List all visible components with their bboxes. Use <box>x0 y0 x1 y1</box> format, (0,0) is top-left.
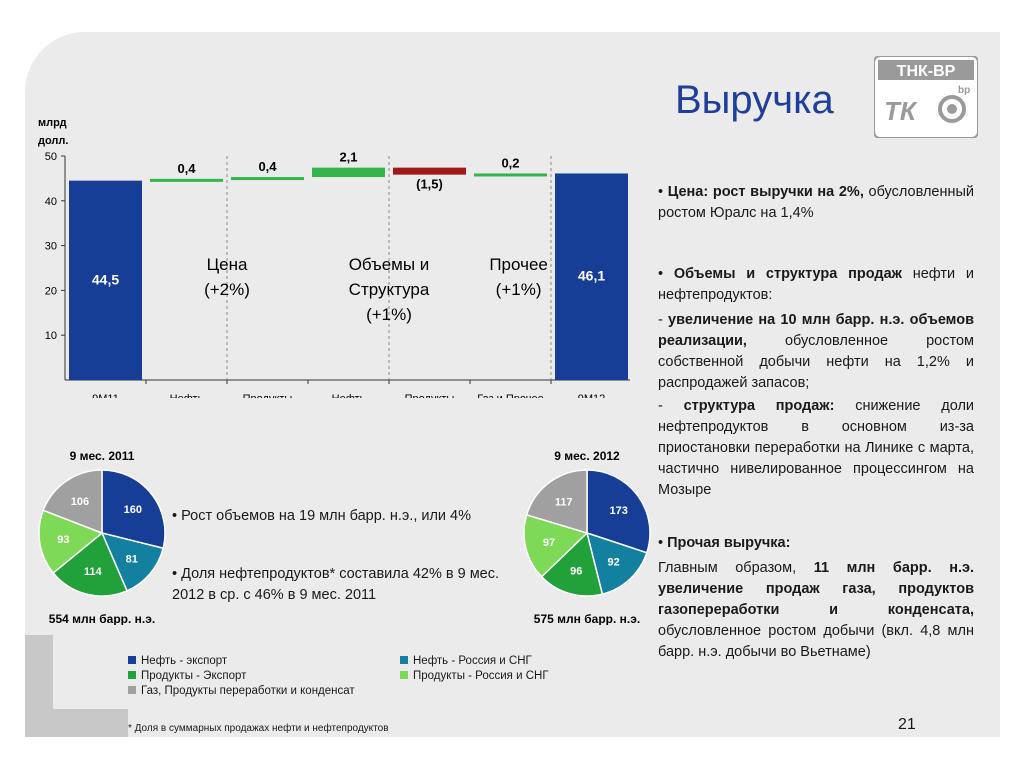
legend-swatch <box>128 671 136 679</box>
pie-slice-label: 114 <box>84 566 103 578</box>
footnote: * Доля в суммарных продажах нефти и нефт… <box>128 723 389 734</box>
pie-slice <box>38 509 104 574</box>
legend-item: Нефть - Россия и СНГ <box>400 654 532 669</box>
y-tick-label: 20 <box>45 285 57 297</box>
pie-slice <box>42 469 103 535</box>
bullet-icon: • <box>658 184 668 200</box>
corner-decoration <box>25 709 128 737</box>
x-tick-label: Газ и Прочее <box>477 393 544 398</box>
pie-slice <box>525 469 588 535</box>
page-number: 21 <box>898 716 916 733</box>
pie-slice <box>540 531 604 597</box>
bar <box>312 167 385 178</box>
legend-swatch <box>400 671 408 679</box>
pie-slice-label: 160 <box>124 504 142 516</box>
group-label: Структура <box>349 280 430 299</box>
pie-slice <box>101 469 166 550</box>
waterfall-chart: млрд долл. 10 20 30 40 50 9М11 Нефть Продукты Нефт… <box>38 118 630 398</box>
pie-title: 9 мес. 2012 <box>554 449 620 463</box>
x-tick-label: Нефть <box>170 393 204 398</box>
pie-slice-label: 81 <box>126 553 138 565</box>
bar-value-label: 44,5 <box>92 271 119 287</box>
y-tick-label: 40 <box>45 196 57 208</box>
pie-slice <box>585 531 648 596</box>
pie-slice-label: 97 <box>543 537 555 549</box>
volume-subnote: - увеличение на 10 млн барр. н.э. объемо… <box>658 312 974 391</box>
bar-value-label: (1,5) <box>416 177 443 192</box>
pie-slice-label: 106 <box>71 496 89 508</box>
x-tick-label: Нефть <box>332 393 366 398</box>
legend-item: Газ, Продукты переработки и конденсат <box>128 684 355 699</box>
legend-swatch <box>128 656 136 664</box>
structure-subnote: - структура продаж: снижение доли нефтеп… <box>658 398 975 498</box>
legend-item: Нефть - экспорт <box>128 654 227 669</box>
pie-slice-label: 92 <box>607 557 619 569</box>
bar <box>555 173 628 380</box>
legend-swatch <box>128 686 136 694</box>
dash-icon: - <box>658 398 684 414</box>
dash-icon: - <box>658 312 669 328</box>
pie-slice-label: 93 <box>57 534 69 546</box>
unit-label: млрд <box>38 118 67 129</box>
x-tick-label: Продукты <box>243 393 293 398</box>
x-tick-label: Продукты <box>405 393 455 398</box>
x-tick-label: 9М12 <box>578 393 606 398</box>
price-note: • Цена: рост выручки на 2%, обусловленны… <box>658 184 975 221</box>
pie-slice <box>586 469 651 554</box>
slide-background <box>25 32 1000 737</box>
group-label: (+1%) <box>366 305 412 324</box>
svg-text:ТК: ТК <box>884 96 918 126</box>
group-label: Цена <box>207 255 248 274</box>
pie-slice-label: 96 <box>570 566 582 578</box>
pie-slice <box>523 513 589 578</box>
bullet-icon: • <box>658 266 674 282</box>
group-label: Прочее <box>489 255 548 274</box>
y-tick-label: 30 <box>45 241 57 253</box>
tnk-bp-logo: ТНК-ВР ТК bp <box>874 56 978 138</box>
legend-item: Продукты - Экспорт <box>128 669 246 684</box>
y-tick-label: 10 <box>45 330 57 342</box>
pie-chart-2012: 9 мес. 2012 173 92 96 97 117 575 млн барр. н.э… <box>523 449 651 625</box>
bar <box>474 173 547 177</box>
other-revenue-note: • Прочая выручка: Главным образом, 11 мл… <box>658 535 975 660</box>
bullet-icon: • <box>172 566 182 582</box>
group-label: (+1%) <box>496 280 542 299</box>
svg-text:ТНК-ВР: ТНК-ВР <box>897 63 956 80</box>
bar <box>393 167 466 175</box>
pie-total-label: 554 млн барр. н.э. <box>49 612 155 625</box>
legend-item: Продукты - Россия и СНГ <box>400 669 549 684</box>
bullet-volume-growth: • Рост объемов на 19 млн барр. н.э., или… <box>172 508 472 524</box>
pie-slice-label: 173 <box>609 505 627 517</box>
bar-value-label: 0,2 <box>501 155 519 170</box>
bar <box>69 180 142 380</box>
pie-total-label: 575 млн барр. н.э. <box>534 612 640 625</box>
y-tick-label: 50 <box>45 151 57 163</box>
unit-label: долл. <box>38 135 68 147</box>
bullet-icon: • <box>172 508 182 524</box>
svg-text:bp: bp <box>958 85 970 96</box>
pie-chart-2011: 9 мес. 2011 160 81 114 93 106 554 млн барр. н.… <box>38 449 166 625</box>
group-label: (+2%) <box>204 280 250 299</box>
pie-slice-label: 117 <box>555 497 573 509</box>
bullet-icon: • <box>658 535 668 551</box>
bullet-products-share: • Доля нефтепродуктов* составила 42% в 9… <box>172 566 500 603</box>
bar-value-label: 0,4 <box>258 159 277 174</box>
bar <box>231 177 304 181</box>
pie-slice <box>52 531 129 597</box>
pie-title: 9 мес. 2011 <box>70 449 135 463</box>
bar-value-label: 2,1 <box>339 150 357 165</box>
legend-swatch <box>400 656 408 664</box>
x-tick-label: 9М11 <box>92 393 119 398</box>
group-label: Объемы и <box>349 255 430 274</box>
pie-slice <box>100 531 165 592</box>
bar <box>150 178 223 182</box>
bar-value-label: 46,1 <box>578 268 605 284</box>
volume-note: • Объемы и структура продаж нефти и нефт… <box>658 266 974 303</box>
page-title: Выручка <box>675 78 834 122</box>
bar-value-label: 0,4 <box>177 161 196 176</box>
